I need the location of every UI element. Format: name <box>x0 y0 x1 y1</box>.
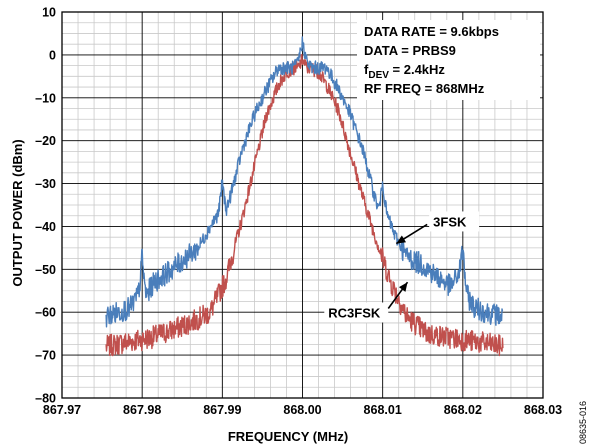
series-layer <box>105 36 504 357</box>
x-tick-label: 868.00 <box>283 403 321 417</box>
callouts: 3FSK RC3FSK <box>324 211 480 323</box>
x-axis-label: FREQUENCY (MHz) <box>228 429 348 444</box>
y-tick-label: –10 <box>35 91 56 105</box>
y-tick-label: –30 <box>35 177 56 191</box>
y-tick-label: –50 <box>35 263 56 277</box>
y-tick-labels: 10 0 –10 –20 –30 –40 –50 –60 –70 –80 <box>35 6 56 406</box>
y-tick-label: –70 <box>35 349 56 363</box>
y-tick-label: 10 <box>42 6 56 20</box>
callout-3fsk-arrow-head <box>396 235 407 244</box>
x-tick-label: 868.03 <box>524 403 562 417</box>
info-line: DATA RATE = 9.6kbps <box>364 24 499 39</box>
info-lines: DATA RATE = 9.6kbps DATA = PRBS9 fDEV = 2.… <box>364 24 499 96</box>
y-tick-label: –40 <box>35 220 56 234</box>
y-axis-label: OUTPUT POWER (dBm) <box>10 139 25 286</box>
y-tick-label: –60 <box>35 306 56 320</box>
callout-rc3fsk-arrow-head <box>398 282 408 292</box>
figure-id: 08635-016 <box>578 401 588 444</box>
x-tick-label: 868.02 <box>444 403 482 417</box>
callout-3fsk-label: 3FSK <box>433 214 467 229</box>
info-line: RF FREQ = 868MHz <box>364 81 485 96</box>
x-tick-labels: 867.97 867.98 867.99 868.00 868.01 868.02 868.… <box>43 403 562 417</box>
callout-rc3fsk-label: RC3FSK <box>328 306 381 321</box>
info-box <box>357 20 540 100</box>
x-tick-label: 867.99 <box>203 403 241 417</box>
info-line: fDEV = 2.4kHz <box>364 62 445 81</box>
series-line-rc3fsk <box>105 53 504 357</box>
info-line: DATA = PRBS9 <box>364 43 456 58</box>
y-tick-label: –20 <box>35 134 56 148</box>
plot-frame <box>61 11 544 399</box>
callout-3fsk-box <box>429 211 480 232</box>
callout-rc3fsk-box <box>324 302 389 323</box>
y-tick-label: 0 <box>49 48 56 62</box>
x-tick-label: 867.98 <box>123 403 161 417</box>
x-tick-label: 868.01 <box>364 403 402 417</box>
y-tick-label: –80 <box>35 392 56 406</box>
x-tick-label: 867.97 <box>43 403 81 417</box>
series-line-3fsk <box>105 36 504 328</box>
